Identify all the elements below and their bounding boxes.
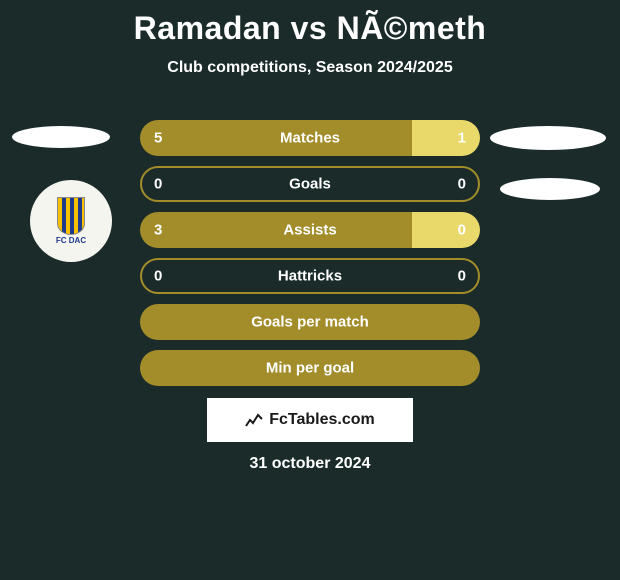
- date-text: 31 october 2024: [0, 455, 620, 473]
- page-title: Ramadan vs NÃ©meth: [0, 0, 620, 47]
- stat-row: Goals per match: [140, 304, 480, 340]
- stat-row: 00Goals: [140, 166, 480, 202]
- spotlight-right-1: [490, 126, 606, 150]
- chart-icon: [245, 413, 263, 427]
- bar-label: Matches: [140, 130, 480, 147]
- stat-row: 30Assists: [140, 212, 480, 248]
- bar-label: Goals: [140, 176, 480, 193]
- branding-text: FcTables.com: [269, 411, 375, 429]
- bar-label: Goals per match: [140, 314, 480, 331]
- badge-text: FC DAC: [56, 237, 86, 245]
- spotlight-left-1: [12, 126, 110, 148]
- bar-label: Hattricks: [140, 268, 480, 285]
- page-subtitle: Club competitions, Season 2024/2025: [0, 59, 620, 77]
- branding-box: FcTables.com: [207, 398, 413, 442]
- comparison-bars: 51Matches 00Goals 30Assists 00Hattricks Goal…: [140, 120, 480, 396]
- spotlight-right-2: [500, 178, 600, 200]
- stat-row: 00Hattricks: [140, 258, 480, 294]
- team-badge-left: FC DAC: [30, 180, 112, 262]
- bar-label: Assists: [140, 222, 480, 239]
- stat-row: 51Matches: [140, 120, 480, 156]
- stat-row: Min per goal: [140, 350, 480, 386]
- fc-dac-badge-icon: FC DAC: [40, 190, 102, 252]
- bar-label: Min per goal: [140, 360, 480, 377]
